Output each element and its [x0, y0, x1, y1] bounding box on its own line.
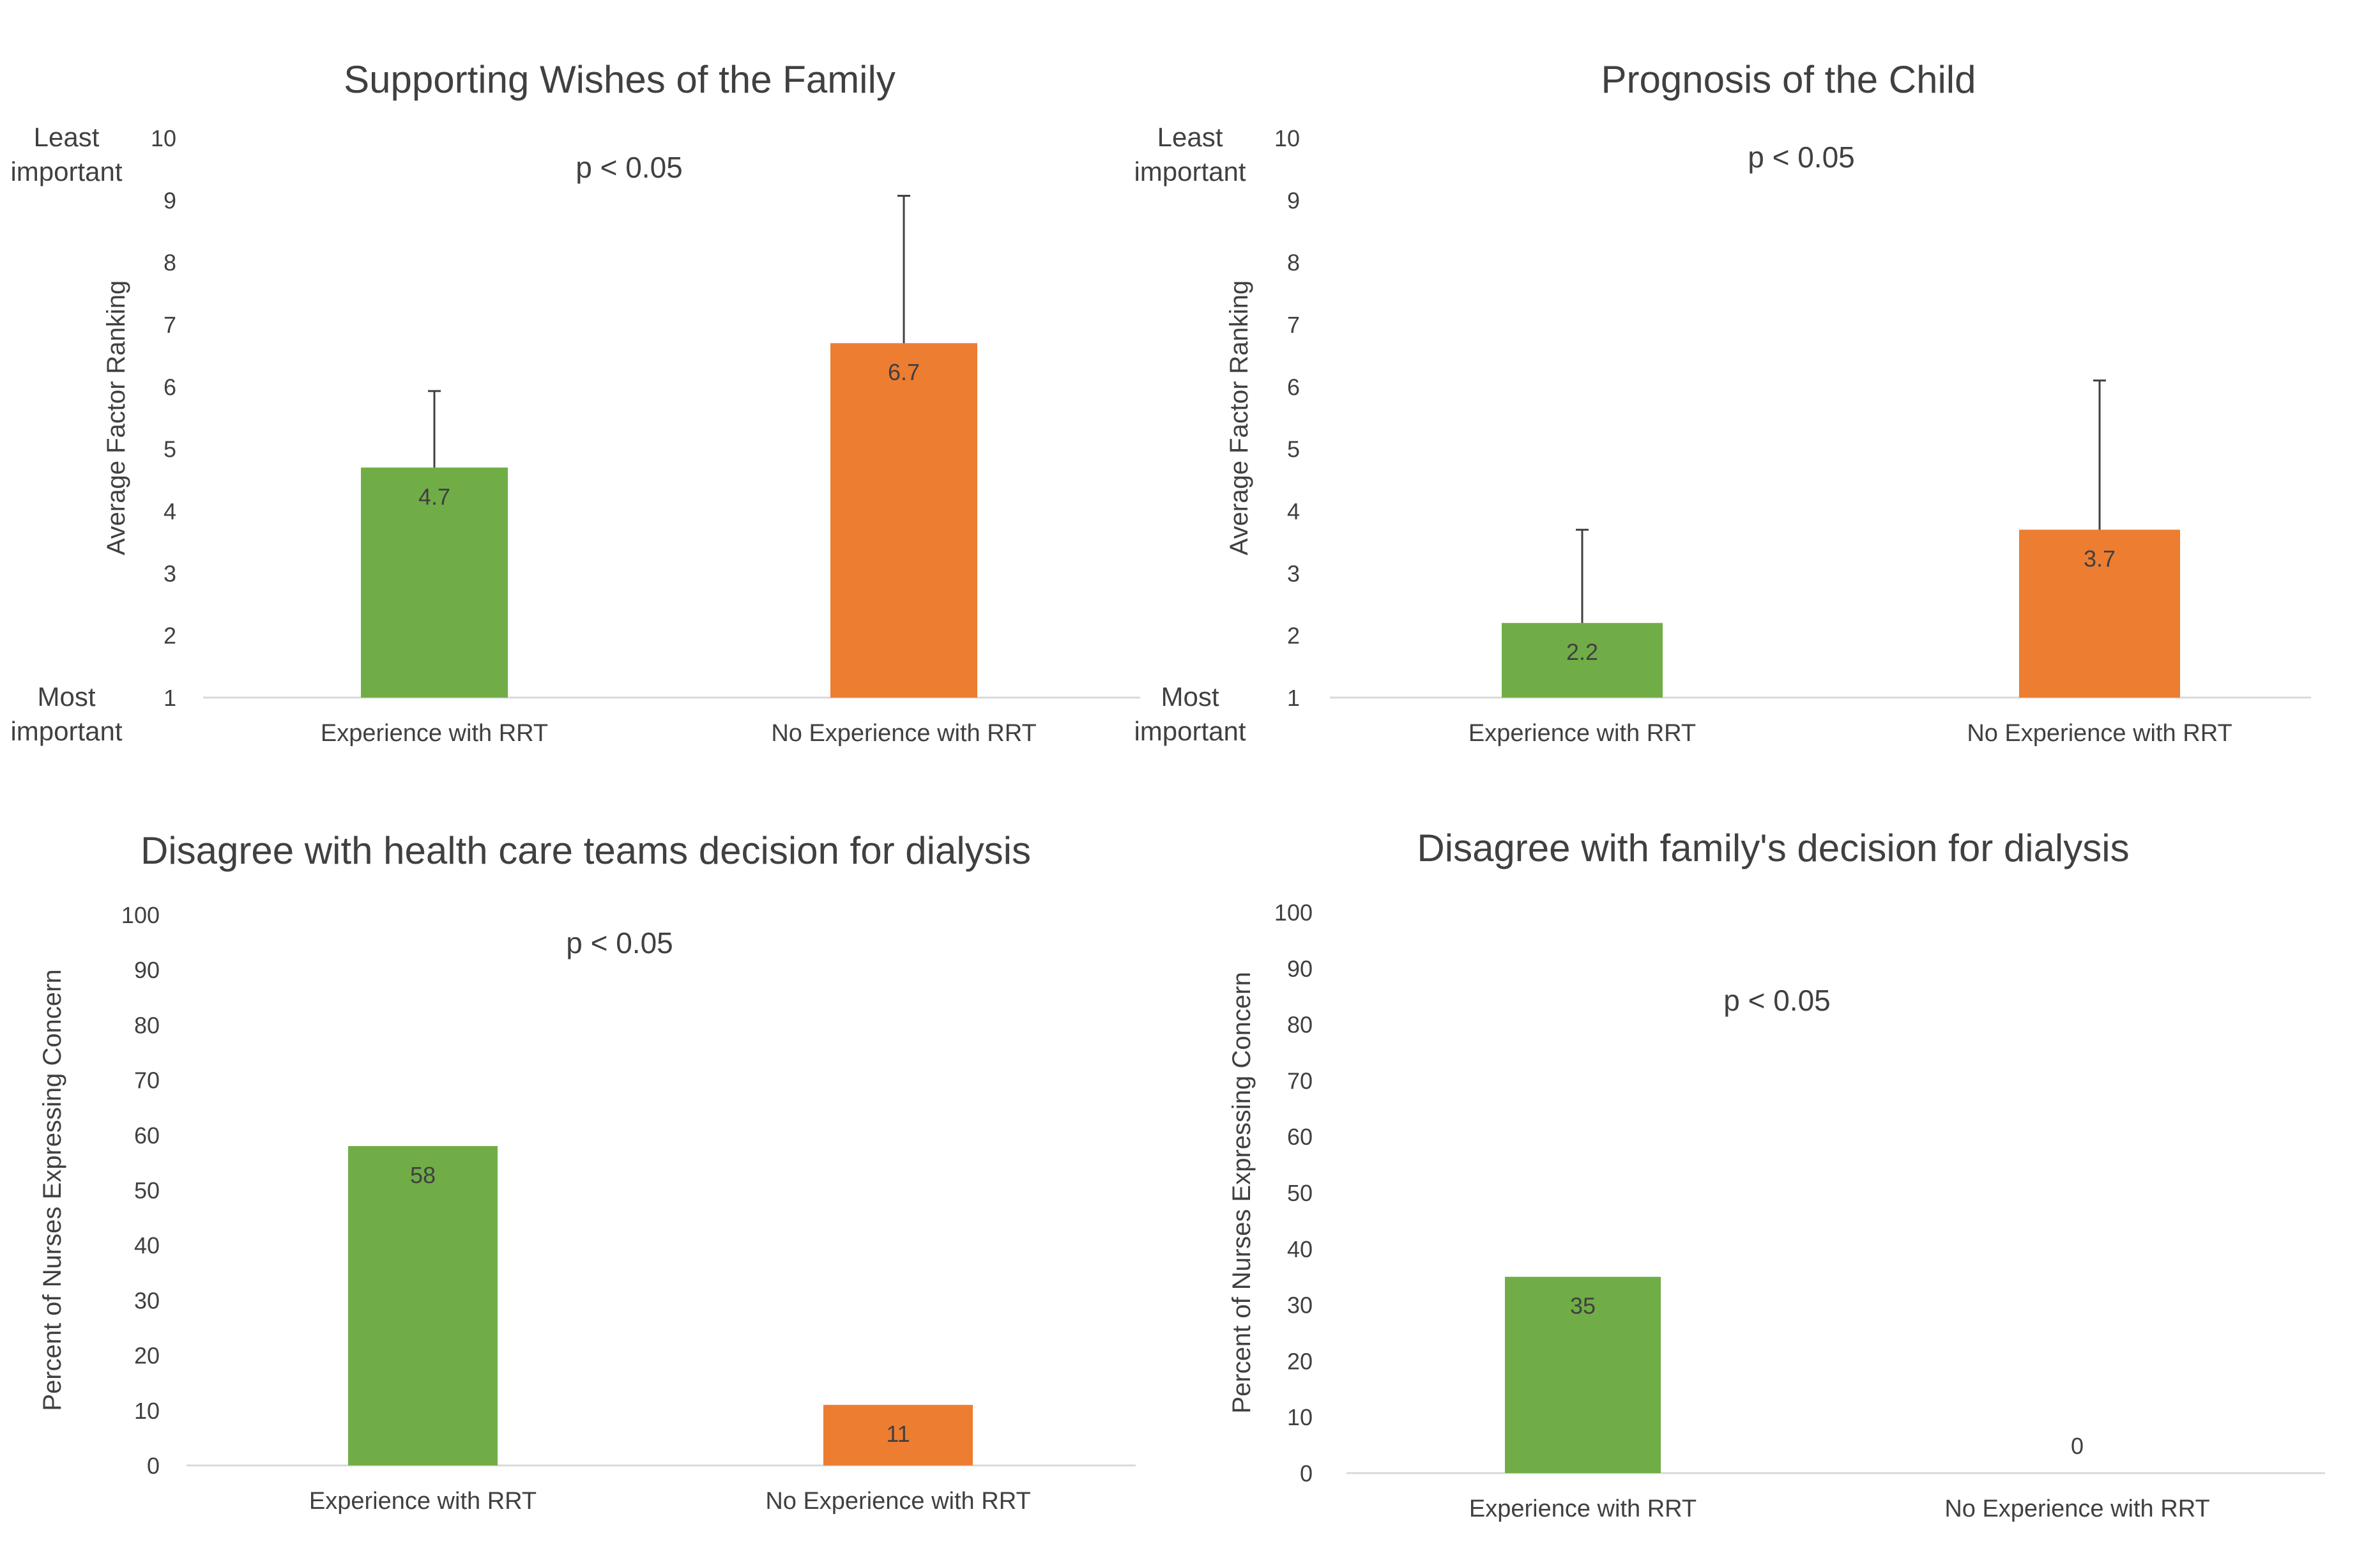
chart-panel-2: Prognosis of the Child p < 0.05 Average Fa…	[1134, 58, 2311, 747]
bar-no-experience	[2019, 530, 2180, 698]
y-bottom-note: important	[1134, 716, 1246, 746]
chart-title: Supporting Wishes of the Family	[344, 58, 896, 101]
data-label: 4.7	[418, 484, 450, 510]
x-category-label: Experience with RRT	[309, 1488, 537, 1515]
y-tick-label: 70	[1287, 1067, 1313, 1094]
y-tick-label: 9	[1287, 187, 1300, 213]
y-tick-label: 80	[1287, 1012, 1313, 1038]
y-top-note: Least	[34, 122, 100, 152]
y-tick-label: 1	[1287, 685, 1300, 711]
y-axis-label: Percent of Nurses Expressing Concern	[1228, 972, 1256, 1413]
y-top-note: important	[1134, 157, 1246, 187]
y-tick-label: 0	[1300, 1460, 1313, 1487]
y-tick-label: 50	[1287, 1180, 1313, 1206]
data-label: 3.7	[2084, 546, 2116, 572]
y-tick-label: 7	[1287, 312, 1300, 338]
y-tick-label: 60	[134, 1122, 160, 1149]
significance-annotation: p < 0.05	[1748, 141, 1855, 174]
chart-panel-4: Disagree with family's decision for dial…	[1228, 827, 2325, 1522]
y-tick-label: 100	[121, 902, 160, 928]
x-category-label: Experience with RRT	[1468, 720, 1696, 747]
y-tick-label: 3	[164, 560, 176, 586]
y-tick-label: 7	[164, 312, 176, 338]
chart-title: Disagree with family's decision for dial…	[1417, 827, 2129, 869]
y-tick-label: 90	[1287, 956, 1313, 982]
y-tick-label: 10	[151, 125, 176, 151]
y-tick-label: 10	[134, 1398, 160, 1424]
significance-annotation: p < 0.05	[1723, 984, 1831, 1017]
data-label: 6.7	[888, 359, 920, 385]
y-tick-label: 1	[164, 685, 176, 711]
x-category-label: No Experience with RRT	[1967, 720, 2232, 747]
chart-panel-1: Supporting Wishes of the Family p < 0.05 A…	[10, 58, 1140, 747]
bar-experience	[348, 1146, 498, 1465]
y-tick-label: 100	[1274, 899, 1313, 926]
y-axis-label: Average Factor Ranking	[102, 280, 130, 556]
y-tick-label: 6	[1287, 374, 1300, 400]
y-tick-label: 10	[1287, 1404, 1313, 1430]
y-tick-label: 5	[164, 436, 176, 463]
bar-no-experience	[830, 343, 977, 698]
chart-title: Prognosis of the Child	[1601, 58, 1976, 101]
x-category-label: No Experience with RRT	[765, 1488, 1030, 1515]
x-category-label: No Experience with RRT	[1944, 1495, 2209, 1522]
y-tick-label: 30	[1287, 1292, 1313, 1319]
y-tick-label: 60	[1287, 1124, 1313, 1150]
y-tick-label: 4	[1287, 498, 1300, 524]
y-tick-label: 40	[1287, 1236, 1313, 1262]
chart-panel-3: Disagree with health care teams decision…	[38, 829, 1136, 1515]
y-tick-label: 20	[1287, 1348, 1313, 1374]
y-tick-label: 6	[164, 374, 176, 400]
y-bottom-note: important	[10, 716, 122, 746]
bar-experience	[361, 467, 508, 698]
y-top-note: Least	[1157, 122, 1223, 152]
data-label: 58	[410, 1162, 436, 1188]
significance-annotation: p < 0.05	[576, 151, 683, 184]
x-category-label: Experience with RRT	[1469, 1495, 1697, 1522]
y-tick-label: 9	[164, 187, 176, 213]
y-tick-label: 0	[147, 1453, 160, 1479]
x-category-label: Experience with RRT	[321, 720, 548, 747]
y-tick-label: 3	[1287, 560, 1300, 586]
y-tick-label: 8	[1287, 250, 1300, 276]
y-bottom-note: Most	[37, 682, 95, 712]
data-label: 11	[886, 1421, 910, 1447]
y-axis-label: Percent of Nurses Expressing Concern	[38, 969, 66, 1411]
y-tick-label: 2	[1287, 623, 1300, 649]
bar-experience	[1502, 623, 1663, 698]
y-tick-label: 20	[134, 1343, 160, 1369]
chart-title: Disagree with health care teams decision…	[141, 829, 1031, 872]
x-category-label: No Experience with RRT	[771, 720, 1036, 747]
y-bottom-note: Most	[1161, 682, 1219, 712]
y-axis-label: Average Factor Ranking	[1225, 280, 1253, 556]
y-tick-label: 30	[134, 1287, 160, 1313]
y-tick-label: 80	[134, 1012, 160, 1038]
y-tick-label: 2	[164, 623, 176, 649]
y-tick-label: 8	[164, 250, 176, 276]
y-tick-label: 4	[164, 498, 176, 524]
data-label: 0	[2071, 1433, 2084, 1459]
y-tick-label: 70	[134, 1067, 160, 1094]
data-label: 2.2	[1566, 639, 1598, 665]
significance-annotation: p < 0.05	[566, 926, 673, 960]
data-label: 35	[1570, 1293, 1596, 1319]
bar-no-experience	[823, 1405, 973, 1465]
y-tick-label: 50	[134, 1177, 160, 1204]
y-tick-label: 40	[134, 1232, 160, 1258]
y-top-note: important	[10, 157, 122, 187]
y-tick-label: 10	[1274, 125, 1300, 151]
y-tick-label: 5	[1287, 436, 1300, 463]
bar-experience	[1505, 1276, 1661, 1473]
y-tick-label: 90	[134, 957, 160, 983]
